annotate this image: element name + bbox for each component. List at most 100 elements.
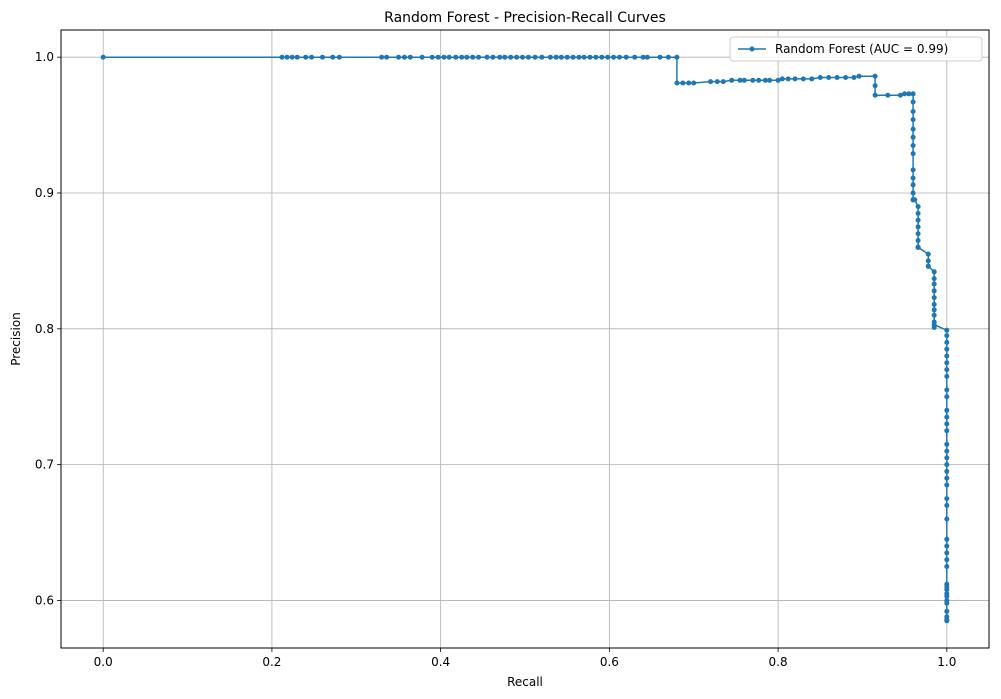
data-point	[944, 543, 950, 549]
data-point	[885, 92, 891, 98]
data-point	[336, 54, 342, 60]
x-tick-label: 1.0	[937, 655, 956, 669]
data-point	[925, 251, 931, 257]
data-point	[843, 75, 849, 80]
data-point	[944, 441, 950, 447]
data-point	[834, 75, 840, 80]
data-point	[944, 407, 950, 413]
data-point	[680, 80, 686, 86]
data-point	[944, 564, 950, 569]
data-point	[851, 75, 857, 80]
data-point	[446, 54, 452, 60]
y-tick-label: 0.8	[35, 322, 54, 336]
data-point	[910, 117, 916, 123]
legend-label: Random Forest (AUC = 0.99)	[775, 42, 948, 56]
data-point	[944, 394, 950, 400]
x-tick-label: 0.8	[769, 655, 788, 669]
data-point	[931, 322, 937, 328]
data-point	[665, 54, 671, 60]
data-point	[686, 80, 692, 86]
data-point	[640, 54, 646, 60]
data-point	[944, 353, 950, 359]
grid-lines	[61, 30, 989, 648]
x-tick-label: 0.0	[94, 655, 113, 669]
data-point	[464, 54, 470, 60]
series-layer	[100, 54, 950, 624]
data-point	[762, 77, 768, 83]
series-line	[103, 56, 948, 621]
data-point	[294, 54, 300, 60]
data-point	[435, 54, 441, 60]
data-point	[729, 77, 735, 83]
data-point	[453, 54, 459, 60]
data-point	[944, 428, 950, 434]
data-point	[910, 182, 916, 188]
data-point	[289, 54, 295, 60]
data-point	[872, 92, 878, 98]
data-point	[910, 143, 916, 148]
data-point	[931, 301, 937, 307]
data-point	[617, 54, 622, 60]
data-point	[944, 598, 950, 603]
data-point	[623, 54, 629, 60]
data-point	[384, 54, 390, 60]
data-point	[817, 75, 823, 80]
data-point	[599, 54, 605, 60]
data-point	[691, 80, 697, 86]
data-point	[756, 77, 762, 83]
data-point	[915, 204, 921, 210]
data-point	[508, 54, 514, 60]
data-point	[611, 54, 617, 60]
data-point	[775, 77, 781, 83]
data-point	[553, 54, 559, 60]
data-point	[944, 387, 950, 393]
data-point	[944, 468, 950, 474]
chart-title: Random Forest - Precision-Recall Curves	[384, 10, 666, 26]
data-point	[910, 134, 916, 140]
data-point	[632, 54, 638, 60]
data-point	[915, 231, 921, 237]
plot-frame	[60, 29, 990, 649]
legend-marker-sample	[749, 46, 755, 52]
data-point	[657, 54, 663, 60]
y-axis-title: Precision	[9, 312, 23, 366]
data-point	[379, 54, 385, 60]
data-point	[944, 360, 950, 366]
data-point	[587, 54, 593, 60]
data-point	[581, 54, 587, 60]
x-tick-label: 0.2	[262, 655, 281, 669]
data-point	[931, 307, 937, 313]
data-point	[944, 617, 950, 622]
data-point	[279, 54, 285, 60]
data-point	[720, 79, 726, 85]
data-point	[944, 591, 950, 597]
data-point	[525, 54, 531, 60]
data-point	[674, 80, 680, 86]
data-point	[785, 76, 791, 82]
data-point	[944, 367, 950, 373]
x-tick-label: 0.6	[600, 655, 619, 669]
data-point	[872, 83, 878, 89]
data-point	[309, 54, 315, 60]
legend-box	[729, 36, 983, 62]
data-point	[396, 54, 401, 60]
data-point	[944, 557, 950, 563]
data-point	[944, 448, 950, 454]
data-point	[944, 421, 950, 427]
data-point	[593, 54, 599, 60]
data-point	[490, 54, 496, 60]
data-point	[856, 73, 862, 79]
data-point	[944, 333, 950, 339]
data-point	[902, 91, 908, 97]
data-point	[906, 91, 912, 97]
data-point	[944, 516, 950, 522]
data-point	[532, 54, 538, 60]
data-point	[644, 54, 650, 60]
data-point	[944, 502, 950, 508]
data-point	[944, 608, 950, 614]
data-point	[925, 258, 931, 264]
data-point	[931, 288, 937, 294]
data-point	[944, 536, 950, 542]
data-point	[910, 190, 916, 196]
